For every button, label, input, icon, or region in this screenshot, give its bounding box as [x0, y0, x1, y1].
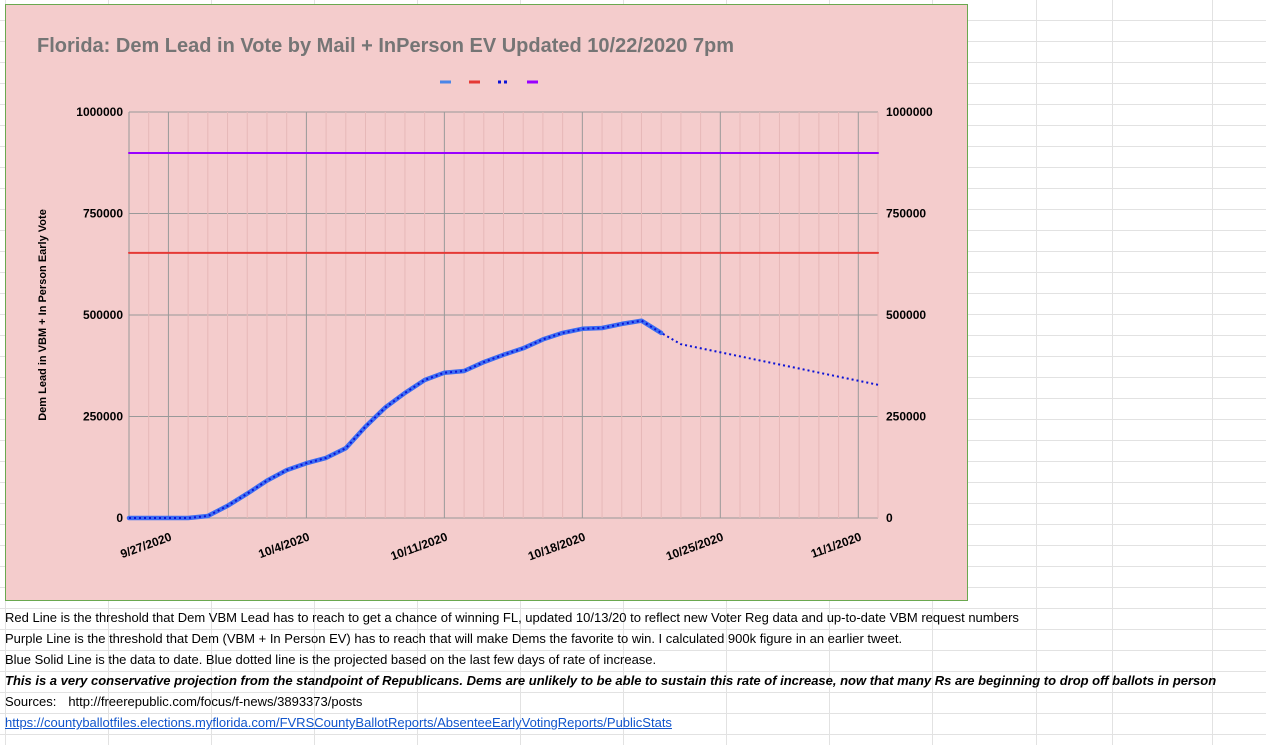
- y-tick-label: 1000000: [76, 105, 123, 119]
- x-tick-label: 10/18/2020: [526, 530, 588, 564]
- sources-row: Sources: http://freerepublic.com/focus/f-…: [5, 691, 362, 712]
- y-tick-label-right: 750000: [886, 207, 926, 221]
- y-tick-label-right: 250000: [886, 410, 926, 424]
- x-tick-label: 9/27/2020: [118, 530, 173, 562]
- note-conservative-projection: This is a very conservative projection f…: [5, 673, 1217, 688]
- x-tick-label: 10/25/2020: [664, 530, 726, 564]
- source-link-florida-elections[interactable]: https://countyballotfiles.elections.myfl…: [5, 715, 672, 730]
- chart-plot: 0 0 250000 250000 500000 500000 750000 750000 10…: [37, 80, 933, 564]
- source-url-freerepublic: http://freerepublic.com/focus/f-news/389…: [68, 694, 363, 709]
- y-tick-label: 250000: [83, 410, 123, 424]
- note-purple-line: Purple Line is the threshold that Dem (V…: [5, 631, 903, 646]
- note-blue-line: Blue Solid Line is the data to date. Blu…: [5, 652, 657, 667]
- y-tick-label-right: 1000000: [886, 105, 933, 119]
- y-tick-label: 750000: [83, 207, 123, 221]
- series-projection-line: [129, 319, 879, 519]
- y-tick-label: 500000: [83, 308, 123, 322]
- note-red-line: Red Line is the threshold that Dem VBM L…: [5, 610, 1019, 625]
- chart-title: Florida: Dem Lead in Vote by Mail + InPe…: [37, 35, 735, 57]
- embedded-chart[interactable]: Florida: Dem Lead in Vote by Mail + InPe…: [5, 4, 968, 601]
- sources-label: Sources:: [5, 694, 57, 709]
- y-tick-label-right: 500000: [886, 308, 926, 322]
- y-tick-label-right: 0: [886, 511, 893, 525]
- y-tick-label: 0: [116, 511, 123, 525]
- x-tick-label: 10/11/2020: [389, 530, 450, 564]
- source-link-row: https://countyballotfiles.elections.myfl…: [5, 712, 672, 733]
- x-tick-label: 11/1/2020: [809, 530, 864, 561]
- y-axis-title: Dem Lead in VBM + In Person Early Vote: [37, 209, 49, 421]
- x-tick-label: 10/4/2020: [256, 530, 311, 562]
